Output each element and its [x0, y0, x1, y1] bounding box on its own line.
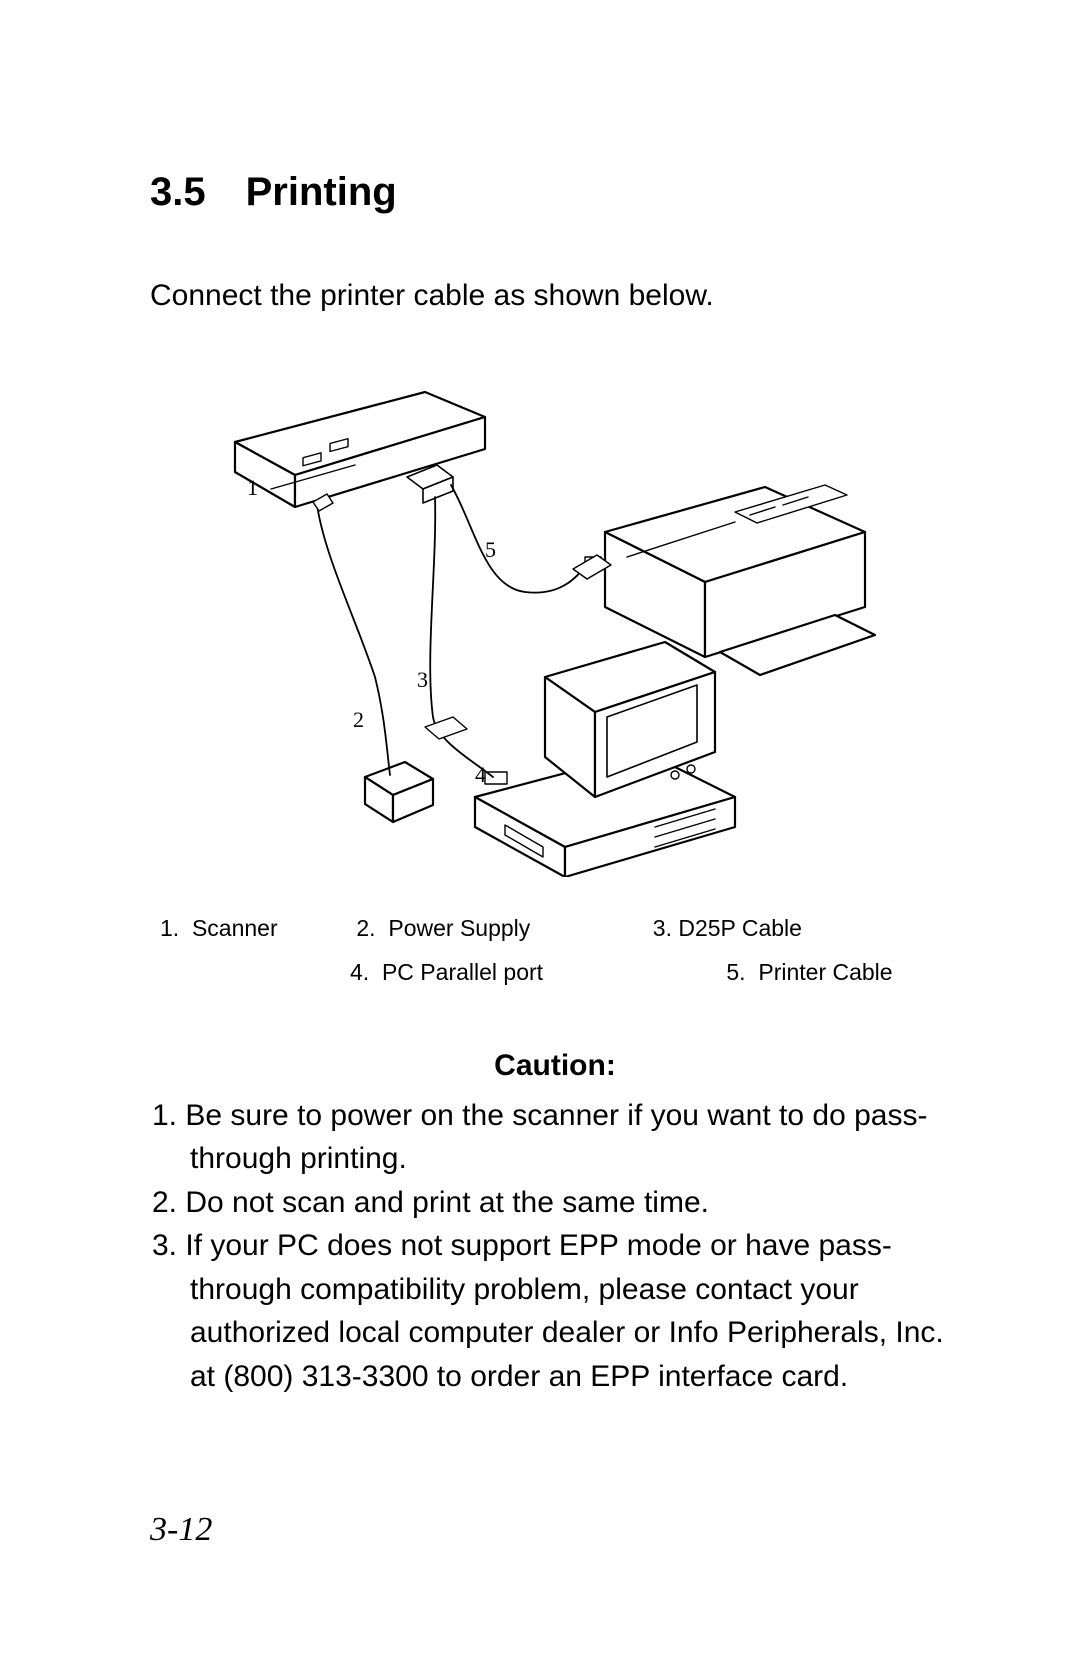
section-title: Printing: [246, 170, 397, 214]
diagram-labels: 1 2 3 4 5: [247, 475, 496, 787]
list-item: 2. Do not scan and print at the same tim…: [190, 1181, 960, 1225]
section-heading: 3.5 Printing: [150, 170, 960, 215]
label-5: 5: [485, 537, 496, 562]
figure-legend: 1. Scanner 2. Power Supply 3. D25P Cable…: [150, 907, 960, 994]
label-4: 4: [475, 762, 486, 787]
page-number: 3-12: [150, 1511, 212, 1549]
label-1: 1: [247, 475, 258, 500]
list-item: 1. Be sure to power on the scanner if yo…: [190, 1094, 960, 1181]
legend-item: 1. Scanner: [160, 907, 350, 951]
label-2: 2: [353, 707, 364, 732]
caution-list: 1. Be sure to power on the scanner if yo…: [150, 1094, 960, 1399]
caution-title: Caution:: [150, 1044, 960, 1088]
power-cable: [313, 494, 390, 775]
intro-text: Connect the printer cable as shown below…: [150, 275, 960, 317]
legend-item: 4. PC Parallel port: [350, 951, 720, 995]
power-supply-icon: [365, 762, 433, 822]
label-3: 3: [417, 667, 428, 692]
legend-item: 2. Power Supply: [356, 907, 646, 951]
list-item: 3. If your PC does not support EPP mode …: [190, 1224, 960, 1398]
legend-item: 3. D25P Cable: [653, 907, 802, 951]
printer-icon: [585, 485, 875, 675]
d25p-cable: [407, 465, 493, 777]
connection-diagram: 1 2 3 4 5: [175, 357, 935, 877]
caution-block: Caution: 1. Be sure to power on the scan…: [150, 1044, 960, 1398]
legend-item: 5. Printer Cable: [726, 951, 892, 995]
computer-icon: [475, 642, 735, 877]
printer-cable: [451, 485, 611, 593]
document-page: 3.5 Printing Connect the printer cable as…: [0, 0, 1080, 1669]
section-number: 3.5: [150, 170, 206, 215]
